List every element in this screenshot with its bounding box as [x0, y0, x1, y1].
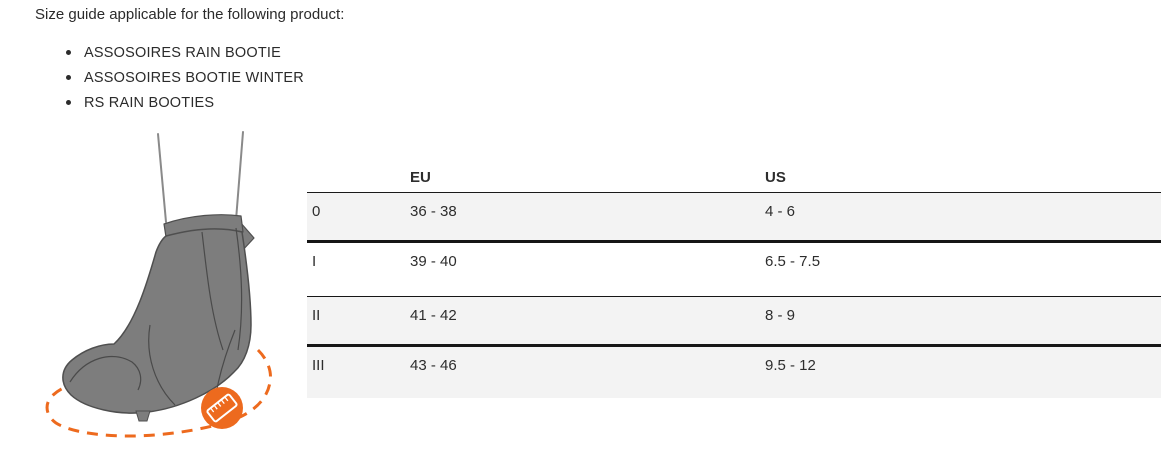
ruler-icon	[206, 393, 238, 423]
foot-outline-dashed	[45, 348, 272, 438]
sole-nub	[135, 410, 151, 422]
gusset-seam-right	[235, 227, 243, 351]
product-list: ASSOSOIRES RAIN BOOTIE ASSOSOIRES BOOTIE…	[66, 40, 304, 115]
leg-line-right	[235, 131, 244, 221]
us-cell: 6.5 - 7.5	[765, 253, 821, 270]
bullet-icon	[66, 50, 71, 55]
eu-cell: 43 - 46	[410, 357, 457, 374]
table-row: III 43 - 46 9.5 - 12	[307, 347, 1161, 398]
table-row: II 41 - 42 8 - 9	[307, 297, 1161, 347]
us-cell: 9.5 - 12	[765, 357, 816, 374]
list-item: RS RAIN BOOTIES	[66, 90, 304, 115]
eu-cell: 36 - 38	[410, 203, 457, 220]
us-cell: 4 - 6	[765, 203, 796, 220]
list-item: ASSOSOIRES RAIN BOOTIE	[66, 40, 304, 65]
table-row: I 39 - 40 6.5 - 7.5	[307, 243, 1161, 297]
size-cell: I	[312, 253, 317, 270]
product-name: ASSOSOIRES RAIN BOOTIE	[84, 44, 281, 61]
toe-cap-seam	[69, 355, 142, 391]
vamp-seam	[148, 324, 176, 406]
size-cell: II	[312, 307, 321, 324]
gusset-seam-left	[201, 231, 224, 351]
bullet-icon	[66, 75, 71, 80]
product-name: RS RAIN BOOTIES	[84, 94, 215, 111]
size-cell: III	[312, 357, 325, 374]
eu-cell: 41 - 42	[410, 307, 457, 324]
list-item: ASSOSOIRES BOOTIE WINTER	[66, 65, 304, 90]
bullet-icon	[66, 100, 71, 105]
overshoe-illustration-svg	[45, 131, 272, 438]
col-header-eu: EU	[410, 169, 431, 186]
measure-badge	[201, 387, 243, 429]
badge-circle	[201, 387, 243, 429]
bootie-body	[62, 228, 252, 414]
eu-cell: 39 - 40	[410, 253, 457, 270]
table-row: 0 36 - 38 4 - 6	[307, 193, 1161, 243]
page-title: Size guide applicable for the following …	[35, 6, 345, 23]
table-header-row: EU US	[307, 160, 1161, 193]
us-cell: 8 - 9	[765, 307, 796, 324]
size-cell: 0	[312, 203, 321, 220]
product-name: ASSOSOIRES BOOTIE WINTER	[84, 69, 304, 86]
leg-line-left	[157, 133, 167, 223]
size-table: EU US 0 36 - 38 4 - 6 I 39 - 40 6.5 - 7.…	[307, 160, 1161, 398]
overshoe-illustration	[40, 120, 320, 455]
col-header-size	[307, 160, 410, 192]
col-header-us: US	[765, 169, 786, 186]
